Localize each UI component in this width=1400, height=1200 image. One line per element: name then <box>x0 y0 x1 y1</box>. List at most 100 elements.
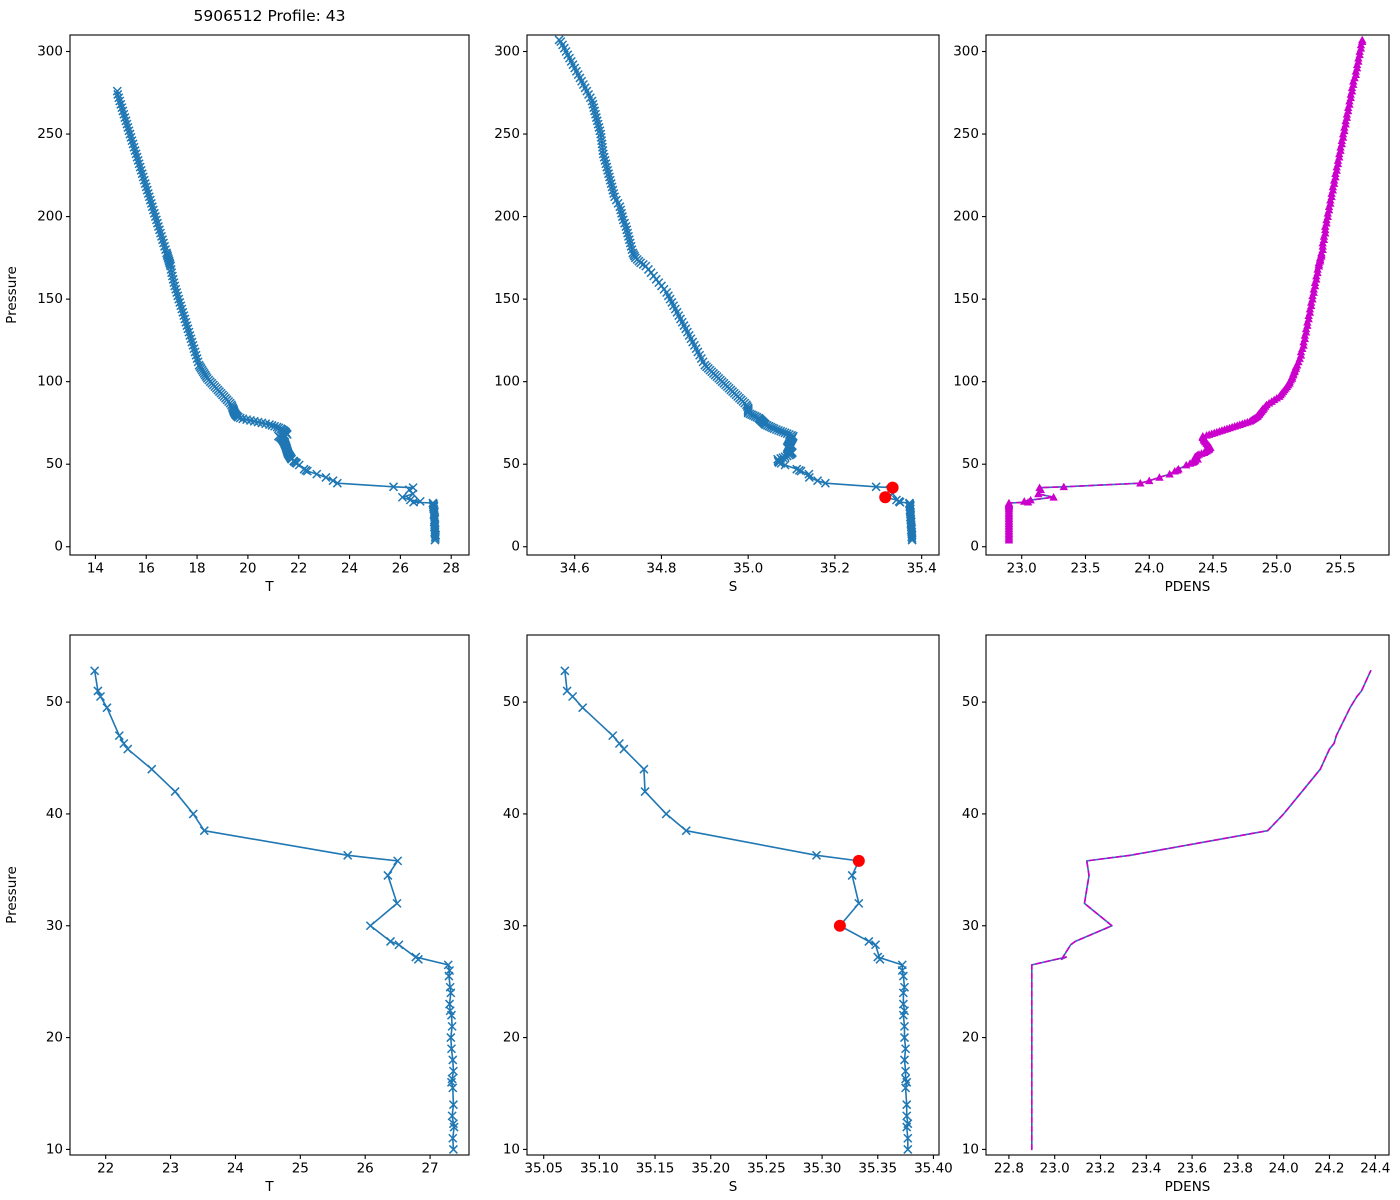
y-tick-label: 250 <box>494 126 520 142</box>
y-tick-label: 300 <box>953 44 979 60</box>
axes-frame <box>526 34 940 556</box>
y-tick-label: 200 <box>37 209 63 225</box>
y-tick-label: 50 <box>46 456 63 472</box>
flagged-points <box>833 854 865 932</box>
y-tick-label: 250 <box>37 126 63 142</box>
x-tick-label: 35.4 <box>907 561 937 577</box>
y-tick-label: 50 <box>962 694 979 710</box>
x-tick-label: 35.35 <box>858 1161 897 1177</box>
y-tick-label: 10 <box>503 1141 520 1157</box>
y-tick-label: 0 <box>54 539 63 555</box>
x-tick-label: 24.4 <box>1360 1161 1390 1177</box>
x-axis-label: S <box>729 579 738 595</box>
x-tick-label: 23.0 <box>1040 1161 1070 1177</box>
y-tick-label: 200 <box>953 209 979 225</box>
y-tick-label: 250 <box>953 126 979 142</box>
x-axis-label: PDENS <box>1165 579 1211 595</box>
x-tick-label: 26 <box>392 561 409 577</box>
x-tick-label: 23.8 <box>1223 1161 1253 1177</box>
panel-bottom-salinity: 35.05 35.10 35.15 35.20 35.25 35.30 35.35 35.40… <box>470 600 953 1200</box>
y-axis-label: Pressure <box>4 866 20 924</box>
series-underlay-line <box>1031 669 1372 1151</box>
series-line <box>116 90 437 541</box>
series-markers <box>554 35 917 545</box>
panel-top-temperature: 5906512 Profile: 43 14 16 18 20 22 24 26 28 0 50 10… <box>0 0 470 600</box>
data-layer <box>560 666 913 1154</box>
flagged-points <box>879 481 899 504</box>
x-tick-label: 25.5 <box>1326 561 1356 577</box>
y-tick-label: 30 <box>962 918 979 934</box>
series-line <box>93 669 455 1151</box>
y-tick-label: 300 <box>494 44 520 60</box>
x-tick-label: 35.2 <box>820 561 850 577</box>
y-tick-label: 0 <box>511 539 520 555</box>
x-tick-label: 22 <box>97 1161 114 1177</box>
data-layer <box>112 86 441 545</box>
y-tick-label: 20 <box>962 1030 979 1046</box>
x-tick-label: 20 <box>239 561 256 577</box>
axes-frame <box>526 634 940 1156</box>
y-tick-label: 150 <box>37 291 63 307</box>
y-tick-label: 50 <box>503 456 520 472</box>
x-tick-label: 35.05 <box>524 1161 563 1177</box>
y-tick-label: 0 <box>970 539 979 555</box>
y-tick-label: 40 <box>46 806 63 822</box>
y-tick-label: 100 <box>953 374 979 390</box>
x-tick-label: 23 <box>162 1161 179 1177</box>
y-tick-label: 150 <box>953 291 979 307</box>
y-axis-label: Pressure <box>4 266 20 324</box>
y-tick-label: 40 <box>962 806 979 822</box>
x-tick-label: 26 <box>357 1161 374 1177</box>
x-tick-label: 24.5 <box>1198 561 1228 577</box>
y-tick-label: 150 <box>494 291 520 307</box>
x-tick-label: 22.8 <box>994 1161 1024 1177</box>
series-markers <box>560 666 913 1154</box>
x-axis-label: S <box>729 1179 738 1195</box>
y-tick-label: 10 <box>46 1141 63 1157</box>
x-tick-label: 35.30 <box>803 1161 842 1177</box>
y-tick-label: 50 <box>503 694 520 710</box>
x-tick-label: 24.0 <box>1134 561 1164 577</box>
x-tick-label: 23.5 <box>1070 561 1100 577</box>
y-tick-label: 20 <box>503 1030 520 1046</box>
x-axis-label: PDENS <box>1165 1179 1211 1195</box>
series-line <box>1031 669 1372 1151</box>
y-tick-label: 20 <box>46 1030 63 1046</box>
x-tick-label: 35.15 <box>636 1161 675 1177</box>
x-tick-label: 34.6 <box>560 561 590 577</box>
x-tick-label: 14 <box>87 561 104 577</box>
data-layer <box>554 35 917 545</box>
x-tick-label: 35.0 <box>733 561 763 577</box>
y-tick-label: 30 <box>46 918 63 934</box>
data-layer <box>1004 35 1367 544</box>
series-markers <box>1004 35 1367 544</box>
panel-bottom-density: 22.8 23.0 23.2 23.4 23.6 23.8 24.0 24.2 24.4 10 20… <box>940 600 1400 1200</box>
panel-top-density: 23.0 23.5 24.0 24.5 25.0 25.5 0 50 100 150 200 250 3… <box>940 0 1400 600</box>
x-tick-label: 25 <box>292 1161 309 1177</box>
x-tick-label: 24.2 <box>1314 1161 1344 1177</box>
axes-frame <box>985 634 1390 1156</box>
x-tick-label: 22 <box>290 561 307 577</box>
y-tick-label: 40 <box>503 806 520 822</box>
x-tick-label: 24 <box>341 561 358 577</box>
y-tick-label: 50 <box>46 694 63 710</box>
x-tick-label: 18 <box>188 561 205 577</box>
x-axis-label: T <box>264 1179 274 1195</box>
data-layer <box>1031 669 1372 1151</box>
x-tick-label: 23.2 <box>1085 1161 1115 1177</box>
y-tick-label: 200 <box>494 209 520 225</box>
x-tick-label: 35.20 <box>691 1161 730 1177</box>
panel-bottom-temperature: 22 23 24 25 26 27 10 20 30 40 50 T Pressure <box>0 600 470 1200</box>
data-layer <box>90 666 459 1154</box>
series-line <box>558 39 913 541</box>
y-tick-label: 10 <box>962 1141 979 1157</box>
y-tick-label: 100 <box>37 374 63 390</box>
chart-title: 5906512 Profile: 43 <box>193 7 345 25</box>
y-tick-label: 30 <box>503 918 520 934</box>
x-tick-label: 34.8 <box>646 561 676 577</box>
x-tick-label: 27 <box>421 1161 438 1177</box>
x-tick-label: 28 <box>443 561 460 577</box>
axes-frame <box>985 34 1390 556</box>
x-tick-label: 35.40 <box>914 1161 953 1177</box>
